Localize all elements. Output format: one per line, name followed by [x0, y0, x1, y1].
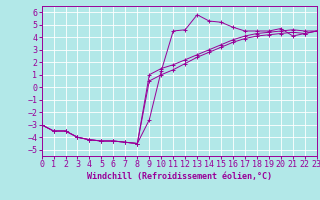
X-axis label: Windchill (Refroidissement éolien,°C): Windchill (Refroidissement éolien,°C): [87, 172, 272, 181]
